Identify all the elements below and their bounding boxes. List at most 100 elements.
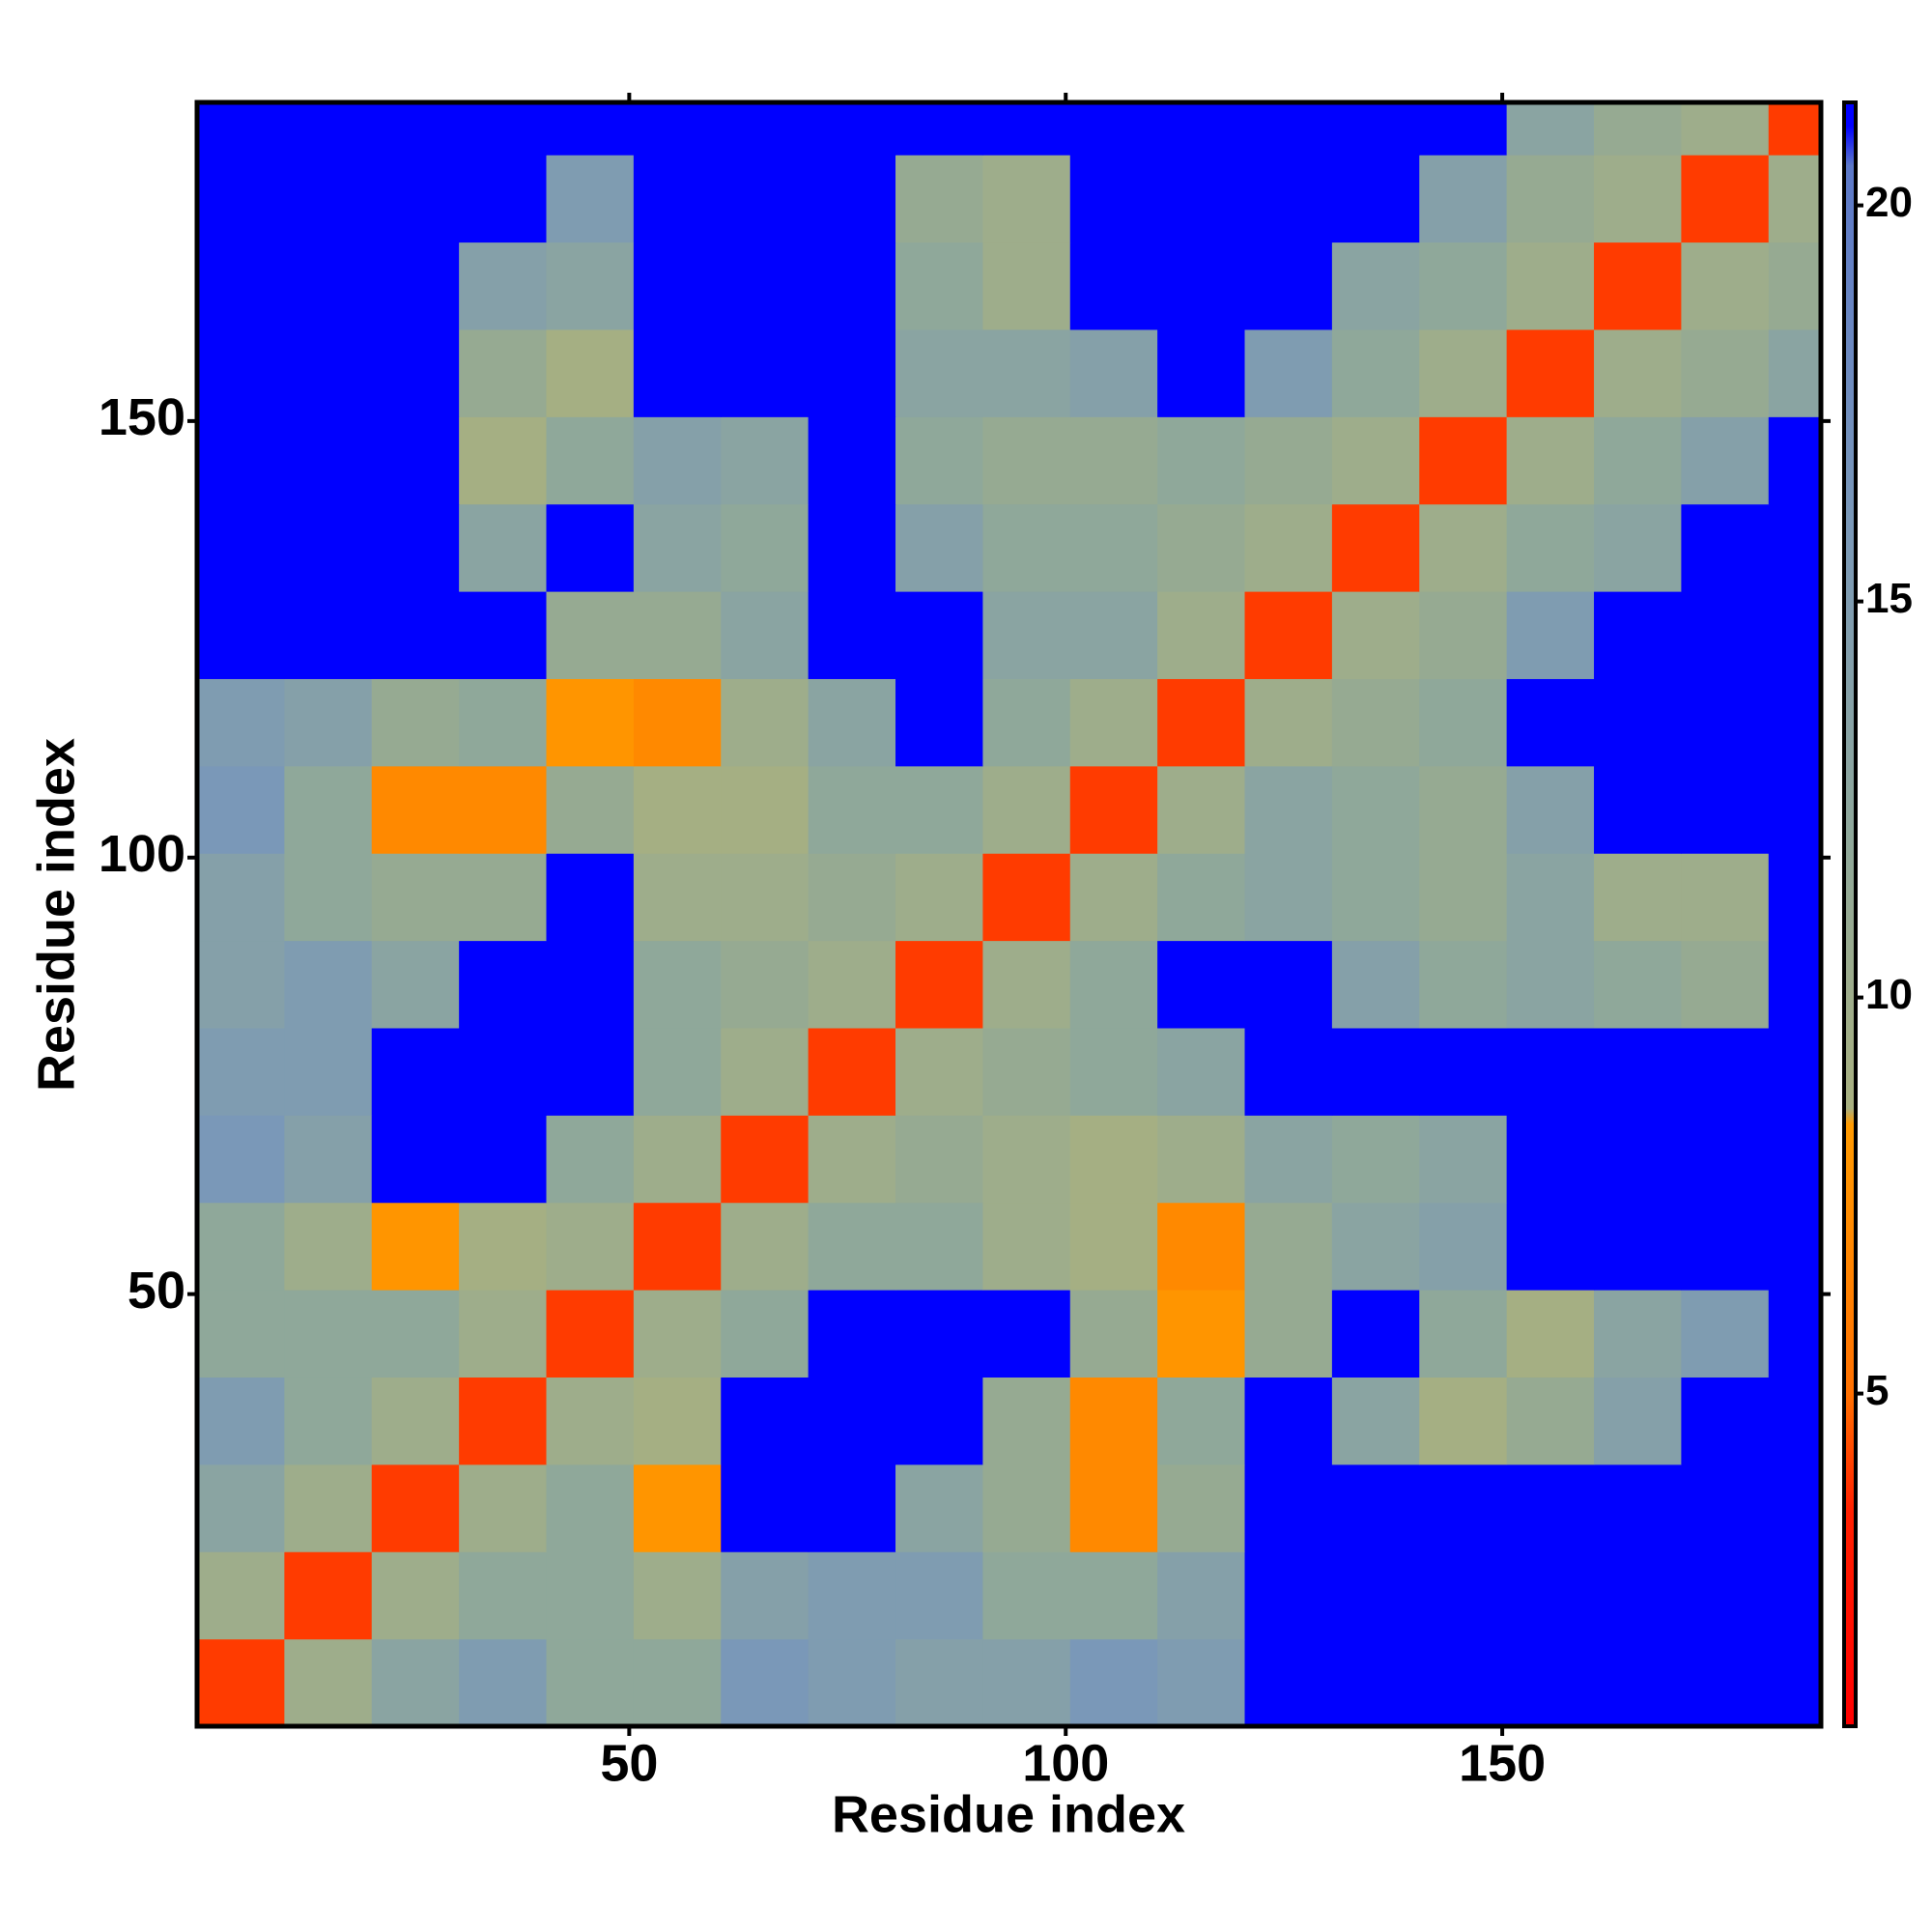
heatmap-cell: [1244, 853, 1333, 942]
heatmap-cell: [1681, 1027, 1770, 1116]
heatmap-cell: [808, 1463, 896, 1552]
y-tick-label: 150: [99, 388, 185, 446]
heatmap-cell: [633, 1115, 722, 1204]
heatmap-cell: [284, 416, 373, 505]
heatmap-cell: [1681, 1463, 1770, 1552]
heatmap-cell: [1594, 1290, 1682, 1378]
heatmap-cell: [1681, 328, 1770, 417]
heatmap-cell: [1506, 416, 1595, 505]
heatmap-cell: [197, 591, 285, 679]
heatmap-cell: [371, 765, 460, 854]
heatmap-cell: [1419, 1202, 1508, 1291]
x-tick-label: 50: [600, 1734, 658, 1792]
heatmap-cell: [1419, 1115, 1508, 1204]
heatmap-cell: [284, 1290, 373, 1378]
heatmap-cell: [1768, 1115, 1822, 1204]
heatmap-cell: [1594, 1027, 1682, 1116]
heatmap-cell: [1331, 678, 1420, 767]
heatmap-cell: [1244, 102, 1333, 156]
heatmap-cell: [459, 1115, 548, 1204]
heatmap-cell: [546, 678, 635, 767]
heatmap-cell: [1419, 591, 1508, 679]
heatmap-cell: [808, 853, 896, 942]
heatmap-cell: [546, 1551, 635, 1640]
heatmap-cell: [895, 328, 983, 417]
heatmap-cell: [1419, 1377, 1508, 1465]
heatmap-cell: [1594, 503, 1682, 592]
heatmap-cell: [721, 678, 810, 767]
heatmap-cell: [1419, 328, 1508, 417]
heatmap-cell: [459, 1377, 548, 1465]
heatmap-cell: [197, 416, 285, 505]
heatmap-cell: [895, 1202, 983, 1291]
heatmap-cell: [197, 102, 285, 156]
heatmap-cell: [546, 853, 635, 942]
heatmap-cell: [1419, 678, 1508, 767]
heatmap-cell: [1157, 1638, 1246, 1727]
heatmap-cell: [459, 678, 548, 767]
heatmap-cell: [1419, 155, 1508, 243]
heatmap-cell: [546, 155, 635, 243]
heatmap-cell: [197, 1551, 285, 1640]
heatmap-cell: [546, 1202, 635, 1291]
heatmap-cell: [1069, 242, 1158, 330]
heatmap-cell: [546, 1290, 635, 1378]
heatmap-cell: [197, 155, 285, 243]
heatmap-cell: [808, 1202, 896, 1291]
heatmap-cell: [371, 503, 460, 592]
heatmap-cell: [1768, 1463, 1822, 1552]
heatmap-cell: [1069, 1377, 1158, 1465]
heatmap-cell: [1419, 1027, 1508, 1116]
heatmap-cell: [1506, 678, 1595, 767]
heatmap-cell: [1157, 591, 1246, 679]
heatmap-cell: [1244, 1115, 1333, 1204]
heatmap-cell: [808, 1377, 896, 1465]
heatmap-cell: [459, 591, 548, 679]
heatmap-cell: [197, 1638, 285, 1727]
heatmap-cell: [1419, 765, 1508, 854]
heatmap-cell: [1157, 1202, 1246, 1291]
heatmap-cell: [546, 1027, 635, 1116]
heatmap-cell: [1331, 1202, 1420, 1291]
heatmap-cell: [459, 853, 548, 942]
heatmap-cell: [1506, 940, 1595, 1029]
heatmap-cell: [1506, 1551, 1595, 1640]
heatmap-cell: [459, 1551, 548, 1640]
heatmap-cell: [459, 503, 548, 592]
heatmap-cell: [1069, 678, 1158, 767]
heatmap-cell: [546, 1463, 635, 1552]
heatmap-cell: [1157, 940, 1246, 1029]
heatmap-cell: [1681, 1551, 1770, 1640]
heatmap-cell: [371, 678, 460, 767]
heatmap-cell: [1244, 155, 1333, 243]
heatmap-cell: [721, 242, 810, 330]
heatmap-cell: [1331, 503, 1420, 592]
heatmap-cell: [1419, 503, 1508, 592]
heatmap-cell: [1506, 503, 1595, 592]
heatmap-cell: [895, 591, 983, 679]
heatmap-cell: [1331, 155, 1420, 243]
heatmap-cell: [808, 242, 896, 330]
heatmap-cell: [1768, 591, 1822, 679]
heatmap-cell: [1506, 1638, 1595, 1727]
heatmap-cell: [1244, 678, 1333, 767]
heatmap-cell: [1244, 503, 1333, 592]
heatmap-cell: [1244, 242, 1333, 330]
heatmap-cell: [1768, 940, 1822, 1029]
heatmap-cell: [546, 591, 635, 679]
heatmap-cell: [808, 155, 896, 243]
heatmap-cell: [284, 678, 373, 767]
heatmap-cell: [633, 503, 722, 592]
heatmap-cell: [371, 1290, 460, 1378]
heatmap-cell: [1594, 853, 1682, 942]
heatmap-cell: [1594, 1638, 1682, 1727]
heatmap-cell: [546, 416, 635, 505]
heatmap-cell: [633, 328, 722, 417]
heatmap-cell: [1506, 102, 1595, 156]
heatmap-cell: [982, 678, 1071, 767]
heatmap-cell: [1594, 940, 1682, 1029]
heatmap-cell: [982, 1027, 1071, 1116]
heatmap-cell: [284, 591, 373, 679]
heatmap-cell: [721, 1202, 810, 1291]
heatmap-cell: [197, 503, 285, 592]
